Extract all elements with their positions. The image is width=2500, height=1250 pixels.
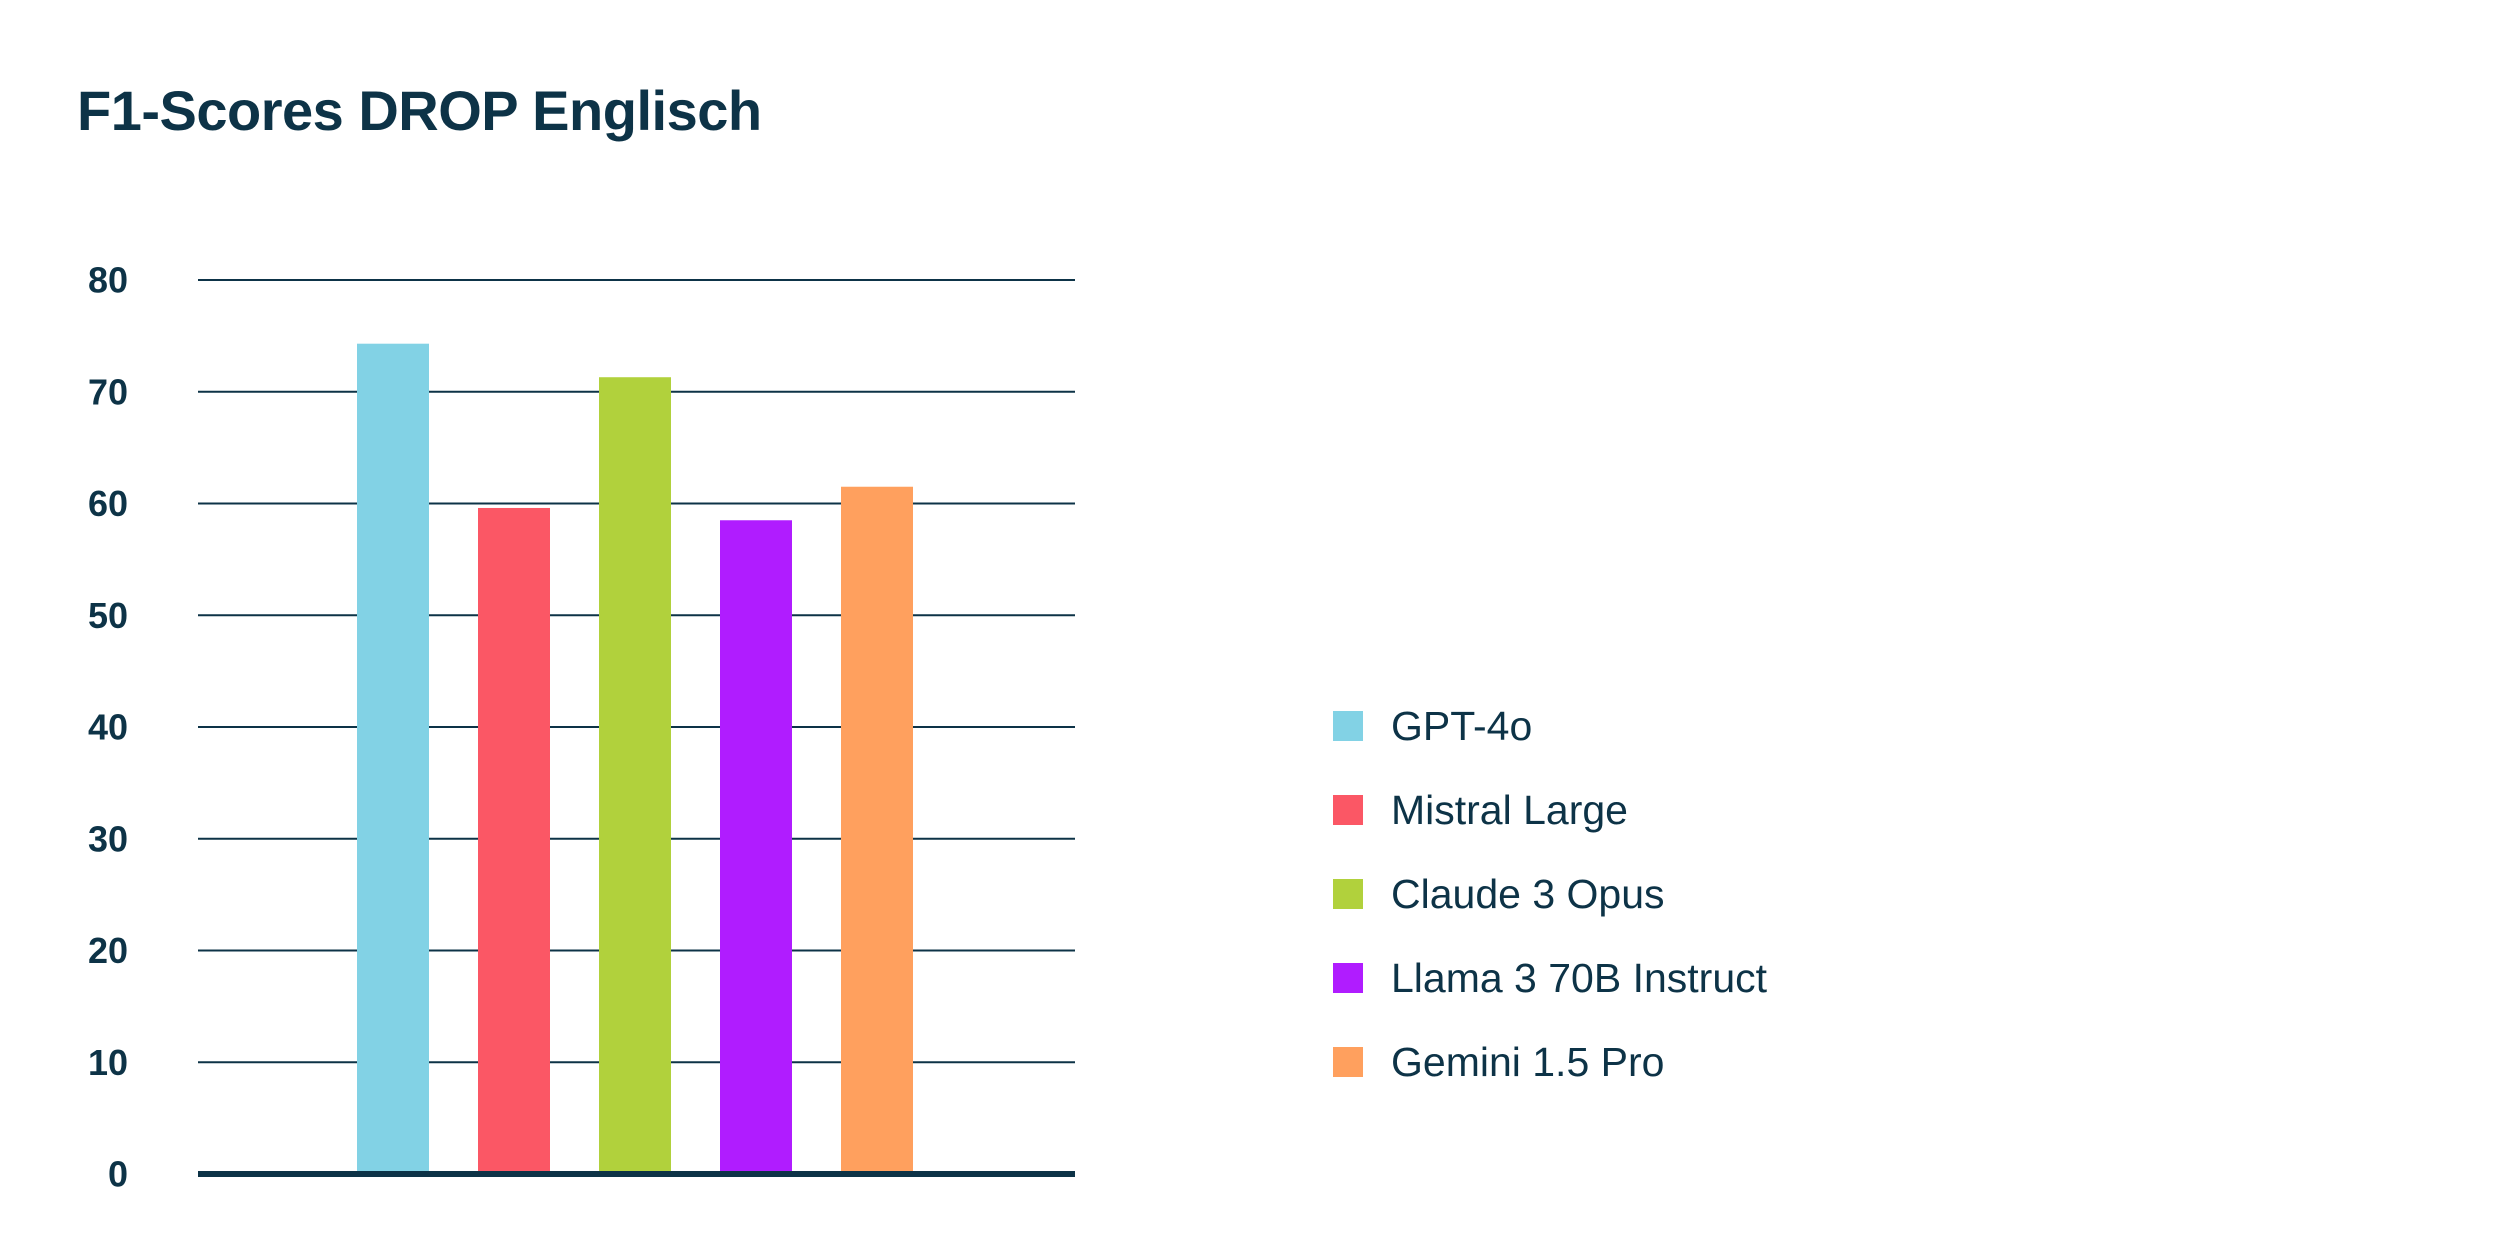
legend-swatch: [1333, 1047, 1363, 1077]
y-axis-ticks: 0 10 20 30 40 50 60 70 80: [88, 260, 128, 1195]
bar-gpt-4o: [357, 343, 429, 1174]
legend-item: GPT-4o: [1333, 684, 1767, 768]
y-tick-label: 20: [88, 930, 128, 971]
legend-label: Gemini 1.5 Pro: [1391, 1038, 1665, 1085]
legend-label: Claude 3 Opus: [1391, 870, 1665, 917]
legend-label: Llama 3 70B Instruct: [1391, 954, 1768, 1001]
legend-label: GPT-4o: [1391, 702, 1533, 749]
legend-item: Gemini 1.5 Pro: [1333, 1020, 1767, 1104]
bars: [357, 343, 913, 1175]
bar-chart: 0 10 20 30 40 50 60 70 80: [88, 260, 1075, 1195]
y-tick-label: 30: [88, 818, 128, 859]
y-tick-label: 0: [108, 1154, 128, 1195]
legend-label: Mistral Large: [1391, 786, 1628, 833]
y-tick-label: 70: [88, 371, 128, 412]
y-tick-label: 40: [88, 707, 128, 748]
bar-claude-3-opus: [599, 377, 671, 1174]
y-tick-label: 10: [88, 1042, 128, 1083]
legend-swatch: [1333, 711, 1363, 741]
legend-item: Llama 3 70B Instruct: [1333, 936, 1767, 1020]
legend-item: Claude 3 Opus: [1333, 852, 1767, 936]
legend-swatch: [1333, 963, 1363, 993]
chart-title: F1-Scores DROP Englisch: [77, 79, 762, 142]
bar-llama-3-70b-instruct: [720, 520, 792, 1174]
bar-mistral-large: [478, 507, 550, 1175]
legend-item: Mistral Large: [1333, 768, 1767, 852]
legend: GPT-4o Mistral Large Claude 3 Opus Llama 3 …: [1333, 684, 1767, 1104]
legend-swatch: [1333, 795, 1363, 825]
bar-gemini-1-5-pro: [841, 486, 913, 1174]
y-tick-label: 60: [88, 483, 128, 524]
legend-swatch: [1333, 879, 1363, 909]
y-tick-label: 80: [88, 260, 128, 301]
y-tick-label: 50: [88, 595, 128, 636]
